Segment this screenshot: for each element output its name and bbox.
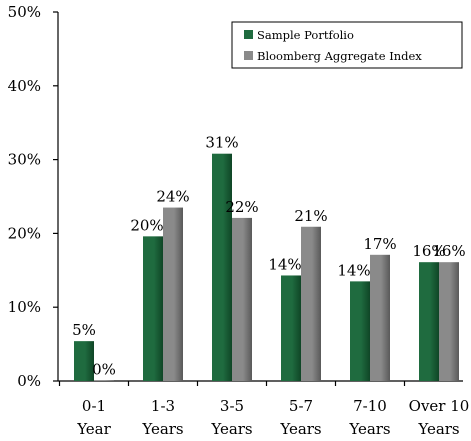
- y-tick-label: 40%: [8, 77, 41, 95]
- x-category-label: 3-5 Years: [210, 397, 252, 438]
- legend-swatch: [244, 30, 253, 39]
- bar-bloomberg-aggregate: [301, 226, 321, 381]
- data-label: 24%: [156, 188, 189, 206]
- y-tick-label: 30%: [8, 151, 41, 169]
- x-category-label: 5-7 Years: [279, 397, 321, 438]
- legend-box: [231, 21, 463, 69]
- data-label: 17%: [363, 235, 396, 253]
- bar-bloomberg-aggregate: [370, 254, 390, 381]
- data-label: 14%: [268, 255, 301, 273]
- bar-sample-portfolio: [281, 275, 301, 381]
- data-label: 16%: [412, 242, 445, 260]
- bar-bloomberg-aggregate: [94, 380, 114, 381]
- data-label: 14%: [337, 261, 370, 279]
- data-label: 0%: [92, 360, 116, 378]
- y-tick-label: 50%: [8, 3, 41, 21]
- bars: [74, 153, 459, 381]
- y-tick-label: 10%: [8, 298, 41, 316]
- bar-bloomberg-aggregate: [163, 207, 183, 381]
- axes: 0% 10% 20% 30% 40% 50%: [8, 3, 463, 390]
- bar-sample-portfolio: [419, 262, 439, 381]
- legend: Sample Portfolio Bloomberg Aggregate Inde…: [231, 21, 463, 69]
- x-category-label: 0-1 Year: [76, 397, 111, 438]
- data-label: 5%: [72, 321, 96, 339]
- bar-sample-portfolio: [350, 281, 370, 381]
- data-label: 16%: [432, 242, 465, 260]
- legend-label: Sample Portfolio: [257, 28, 354, 42]
- data-label: 20%: [130, 216, 163, 234]
- bar-sample-portfolio: [74, 341, 94, 381]
- data-label: 21%: [294, 207, 327, 225]
- y-tick-label: 20%: [8, 224, 41, 242]
- bar-bloomberg-aggregate: [439, 262, 459, 381]
- data-label: 22%: [225, 198, 258, 216]
- y-tick-label: 0%: [17, 372, 41, 390]
- legend-label: Bloomberg Aggregate Index: [257, 49, 422, 63]
- bar-sample-portfolio: [143, 236, 163, 381]
- bar-sample-portfolio: [212, 153, 232, 381]
- x-category-label: Over 10 Years: [409, 397, 470, 438]
- legend-swatch: [244, 51, 253, 60]
- x-category-label: 7-10 Years: [348, 397, 390, 438]
- bar-bloomberg-aggregate: [232, 217, 252, 381]
- x-category-label: 1-3 Years: [141, 397, 183, 438]
- labels: 0-1 Year 5% 0% 1-3 Years 20% 24% 3-5 Years 31% 22% 5…: [72, 134, 469, 438]
- data-label: 31%: [205, 134, 238, 152]
